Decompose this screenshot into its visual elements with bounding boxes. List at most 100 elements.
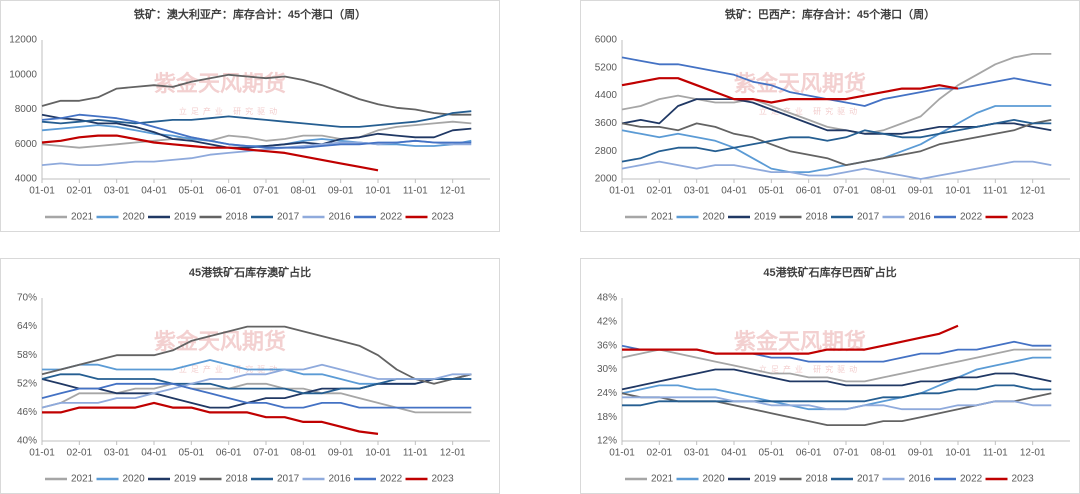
x-tick-label: 09-01 [328, 448, 354, 459]
y-tick-label: 40% [17, 436, 37, 447]
x-tick-label: 04-01 [721, 448, 747, 459]
x-tick-label: 02-01 [67, 186, 93, 197]
x-tick-label: 05-01 [759, 448, 785, 459]
chart-title: 铁矿：澳大利亚产：库存合计：45个港口（周） [134, 7, 366, 21]
legend-label: 2021 [71, 212, 94, 223]
y-tick-label: 36% [597, 340, 617, 351]
x-tick-label: 09-01 [328, 186, 354, 197]
y-tick-label: 4400 [595, 90, 618, 101]
y-tick-label: 3600 [595, 118, 618, 129]
series-line [41, 120, 472, 149]
legend-label: 2016 [329, 212, 352, 223]
legend-label: 2018 [226, 212, 249, 223]
watermark-sub: 立足产业 研究驱动 [179, 364, 281, 374]
x-tick-label: 11-01 [403, 448, 428, 459]
x-tick-label: 09-01 [908, 448, 934, 459]
x-tick-label: 01-01 [29, 186, 55, 197]
series-line [622, 324, 959, 355]
y-tick-label: 52% [17, 378, 37, 389]
series-line [41, 325, 472, 385]
y-tick-label: 58% [17, 350, 37, 361]
y-tick-label: 42% [597, 316, 617, 327]
legend-label: 2016 [329, 474, 352, 485]
x-tick-label: 02-01 [647, 448, 673, 459]
y-tick-label: 64% [17, 321, 37, 332]
legend-label: 2019 [754, 474, 777, 485]
x-tick-label: 03-01 [104, 186, 130, 197]
series-line [621, 119, 1052, 163]
panel-border [0, 0, 500, 232]
x-tick-label: 04-01 [721, 186, 747, 197]
series-line [621, 53, 1052, 135]
legend-label: 2020 [703, 474, 726, 485]
series-line [41, 113, 472, 149]
legend-label: 2022 [380, 212, 403, 223]
series-line [621, 105, 1052, 173]
legend-label: 2020 [703, 212, 726, 223]
y-tick-label: 30% [597, 364, 617, 375]
series-line [621, 119, 1052, 166]
legend-label: 2017 [857, 212, 880, 223]
x-tick-label: 10-01 [945, 448, 971, 459]
series-line [621, 160, 1052, 180]
y-tick-label: 24% [597, 388, 617, 399]
x-tick-label: 07-01 [833, 448, 859, 459]
x-tick-label: 10-01 [365, 448, 391, 459]
legend-label: 2022 [960, 474, 983, 485]
y-tick-label: 18% [597, 412, 617, 423]
legend-label: 2018 [806, 212, 829, 223]
chart-title: 45港铁矿石库存澳矿占比 [189, 265, 311, 279]
chart-title: 铁矿：巴西产：库存合计：45个港口（周） [725, 7, 935, 21]
legend-label: 2020 [123, 474, 146, 485]
y-tick-label: 8000 [15, 104, 38, 115]
y-tick-label: 12000 [9, 35, 37, 46]
y-tick-label: 2000 [595, 174, 618, 185]
series-line [41, 373, 472, 409]
legend-label: 2017 [277, 474, 300, 485]
x-tick-label: 12-01 [1020, 448, 1046, 459]
x-tick-label: 01-01 [609, 448, 635, 459]
x-tick-label: 12-01 [440, 186, 466, 197]
x-tick-label: 10-01 [365, 186, 391, 197]
x-tick-label: 10-01 [945, 186, 971, 197]
x-tick-label: 01-01 [29, 448, 55, 459]
legend-label: 2023 [1012, 474, 1035, 485]
x-tick-label: 03-01 [684, 186, 710, 197]
y-tick-label: 46% [17, 407, 37, 418]
y-tick-label: 48% [597, 293, 617, 304]
legend-label: 2019 [754, 212, 777, 223]
series-line [621, 77, 959, 104]
x-tick-label: 07-01 [253, 186, 279, 197]
legend-label: 2021 [651, 212, 674, 223]
y-tick-label: 10000 [9, 69, 37, 80]
y-tick-label: 6000 [15, 139, 38, 150]
watermark: 紫金天风期货 [154, 71, 286, 96]
x-tick-label: 01-01 [609, 186, 635, 197]
chart-title: 45港铁矿石库存巴西矿占比 [763, 265, 896, 279]
legend-label: 2019 [174, 474, 197, 485]
legend-label: 2020 [123, 212, 146, 223]
legend-label: 2017 [277, 212, 300, 223]
x-tick-label: 07-01 [833, 186, 859, 197]
x-tick-label: 11-01 [983, 186, 1008, 197]
x-tick-label: 12-01 [440, 448, 466, 459]
series-line [622, 396, 1052, 411]
legend-label: 2022 [960, 212, 983, 223]
x-tick-label: 06-01 [216, 448, 242, 459]
legend-label: 2021 [651, 474, 674, 485]
x-tick-label: 05-01 [179, 448, 205, 459]
x-tick-label: 08-01 [291, 186, 317, 197]
y-tick-label: 4000 [15, 174, 38, 185]
x-tick-label: 06-01 [796, 448, 822, 459]
series-line [41, 73, 472, 116]
watermark: 紫金天风期货 [734, 71, 866, 96]
legend-label: 2022 [380, 474, 403, 485]
y-tick-label: 12% [597, 436, 617, 447]
series-line [41, 134, 379, 172]
legend-label: 2023 [432, 474, 455, 485]
x-tick-label: 03-01 [104, 448, 130, 459]
x-tick-label: 11-01 [403, 186, 428, 197]
